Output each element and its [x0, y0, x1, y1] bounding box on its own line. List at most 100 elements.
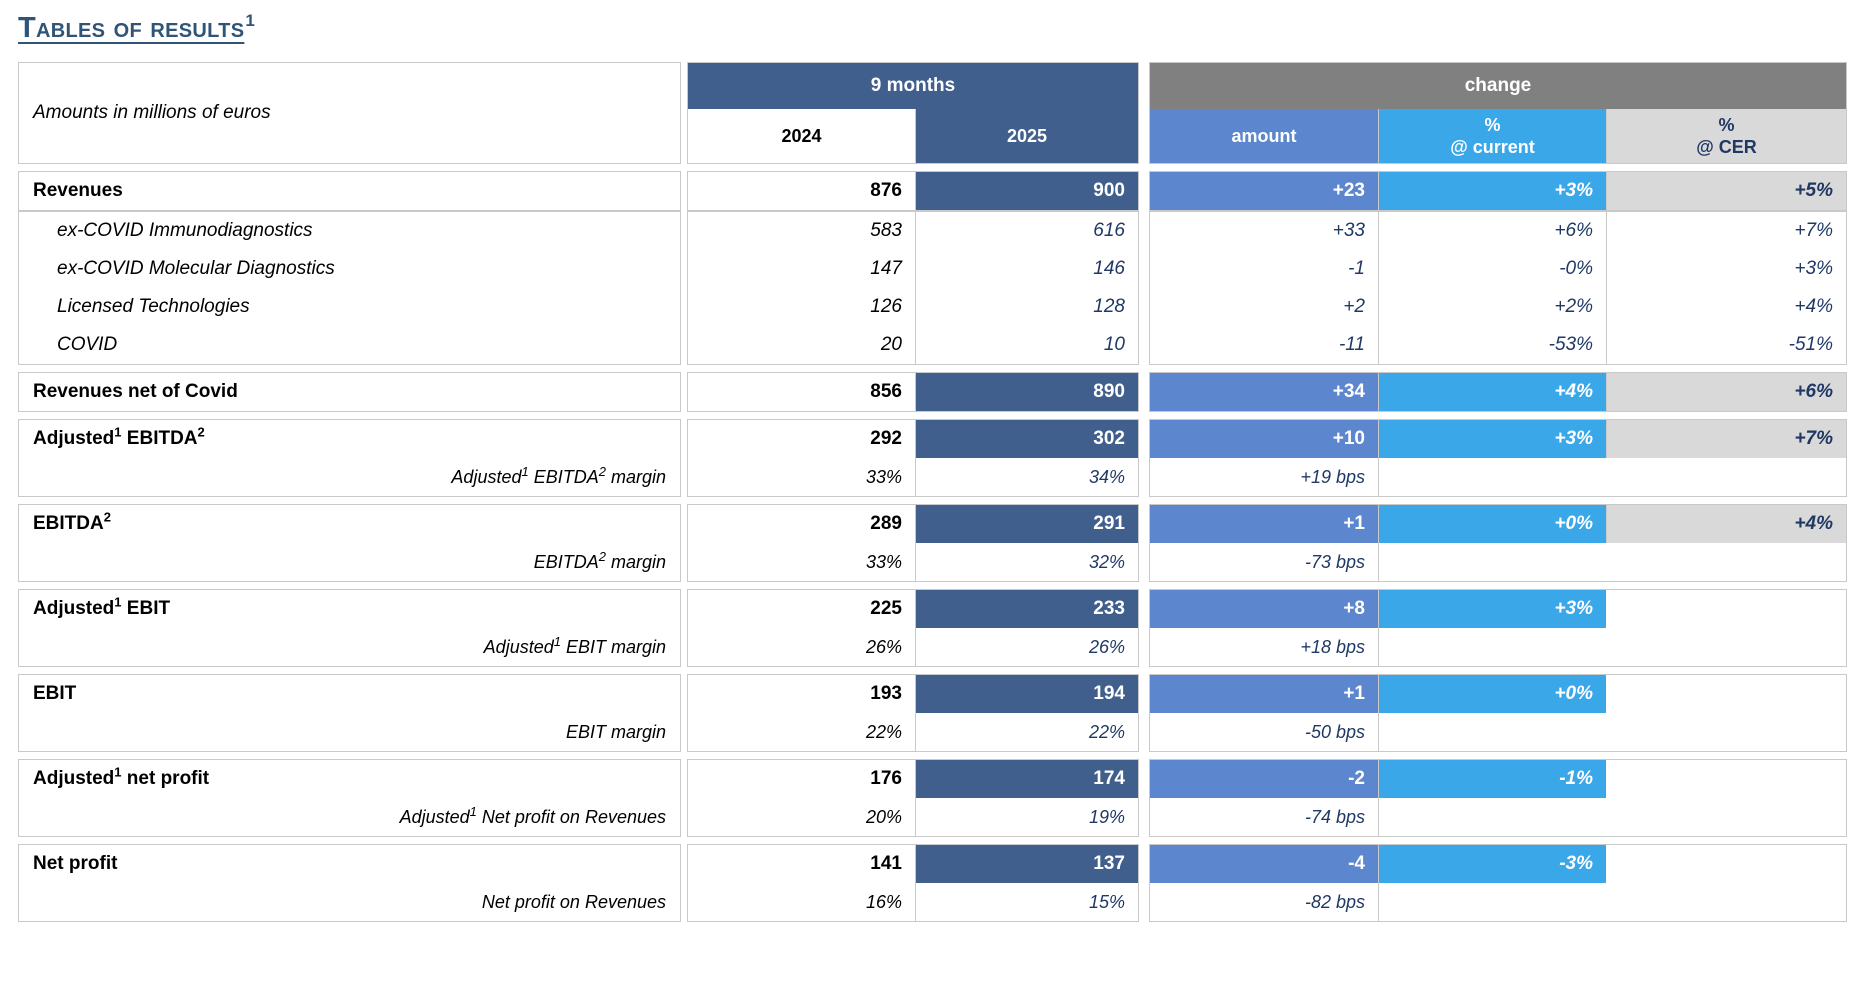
row-label: COVID	[57, 334, 118, 355]
table-row: -11 -53% -51%	[1150, 326, 1846, 364]
cell-amount: +18 bps	[1300, 637, 1365, 657]
cell-pct-cer: +3%	[1606, 250, 1846, 288]
cell-pct-empty	[1378, 713, 1846, 751]
column-gap	[1139, 589, 1149, 667]
cell-2024: 33%	[865, 552, 902, 572]
row-label: Licensed Technologies	[57, 296, 250, 317]
table-row: 876 900	[688, 172, 1138, 210]
row-label-column: Adjusted1 net profit Adjusted1 Net profit…	[18, 759, 681, 837]
cell-2025: 26%	[915, 628, 1138, 666]
cell-2024: 292	[870, 428, 902, 449]
corner-label: Amounts in millions of euros	[33, 102, 271, 123]
row-label-column: Revenues	[18, 171, 681, 211]
cell-2024: 876	[870, 180, 902, 201]
cell-pct-empty	[1378, 628, 1846, 666]
cell-2025: 137	[915, 845, 1138, 883]
document-page: Tables of results1 Amounts in millions o…	[0, 12, 1854, 922]
cell-2025: 233	[915, 590, 1138, 628]
cell-pct-current: +4%	[1378, 373, 1606, 411]
column-gap	[681, 419, 687, 497]
col-header-2024: 2024	[781, 126, 822, 146]
table-block-ebitda: EBITDA2 EBITDA2 margin 289 291 33% 32% +1 +0% +4…	[18, 504, 1849, 582]
cell-pct-current: +3%	[1378, 590, 1606, 628]
cell-2025: 194	[915, 675, 1138, 713]
period-column-headers: 2024 2025	[688, 109, 1138, 163]
row-label-column: EBIT EBIT margin	[18, 674, 681, 752]
col-header-2025: 2025	[915, 109, 1138, 163]
change-values: +34 +4% +6%	[1149, 372, 1847, 412]
period-group-header: 9 months	[688, 63, 1138, 109]
cell-pct-current: -3%	[1378, 845, 1606, 883]
cell-pct-current: +6%	[1378, 212, 1606, 250]
page-title: Tables of results1	[18, 12, 1854, 45]
column-gap	[1139, 419, 1149, 497]
cell-2024: 583	[870, 220, 902, 241]
column-gap	[681, 759, 687, 837]
row-label: EBIT	[33, 683, 77, 704]
cell-2025: 10	[915, 326, 1138, 364]
change-values: -2 -1% -74 bps	[1149, 759, 1847, 837]
row-label: ex-COVID Immunodiagnostics	[57, 220, 313, 241]
cell-2024: 176	[870, 768, 902, 789]
cell-amount: +23	[1150, 172, 1378, 210]
col-header-pct-cer-line1: %	[1718, 115, 1735, 135]
cell-pct-current: -1%	[1378, 760, 1606, 798]
change-column-headers: amount % @ current % @ CER	[1150, 109, 1846, 163]
column-gap	[1139, 62, 1149, 164]
table-row: -1 -0% +3%	[1150, 250, 1846, 288]
table-row: 583 616	[688, 212, 1138, 250]
cell-pct-cer	[1606, 675, 1846, 713]
table-block-revenues-net-of-covid: Revenues net of Covid 856 890 +34 +4% +6%	[18, 372, 1849, 412]
cell-2024: 141	[870, 853, 902, 874]
cell-amount: +10	[1150, 420, 1378, 458]
table-block-adjusted-ebitda: Adjusted1 EBITDA2 Adjusted1 EBITDA2 margi…	[18, 419, 1849, 497]
table-block-adjusted-ebit: Adjusted1 EBIT Adjusted1 EBIT margin 225 23…	[18, 589, 1849, 667]
period-values: 225 233 26% 26%	[687, 589, 1139, 667]
period-values: 289 291 33% 32%	[687, 504, 1139, 582]
cell-2024: 26%	[865, 637, 902, 657]
column-gap	[681, 504, 687, 582]
cell-2024: 147	[870, 258, 902, 279]
column-gap	[681, 589, 687, 667]
cell-amount: +34	[1150, 373, 1378, 411]
cell-pct-cer: +5%	[1606, 172, 1846, 210]
table-row: 141 137	[688, 845, 1138, 883]
cell-2024: 126	[870, 296, 902, 317]
cell-pct-current: +0%	[1378, 675, 1606, 713]
cell-2025: 19%	[915, 798, 1138, 836]
table-row: +1 +0%	[1150, 675, 1846, 713]
page-title-text: Tables of results	[18, 12, 245, 44]
column-gap	[681, 171, 687, 211]
change-values: -4 -3% -82 bps	[1149, 844, 1847, 922]
table-row: 126 128	[688, 288, 1138, 326]
column-gap	[681, 62, 687, 164]
col-header-pct-current-line1: %	[1484, 115, 1501, 135]
row-label: Adjusted1 EBITDA2 margin	[451, 464, 666, 487]
table-row: 147 146	[688, 250, 1138, 288]
cell-2025: 291	[915, 505, 1138, 543]
row-label-column: Net profit Net profit on Revenues	[18, 844, 681, 922]
table-row: 176 174	[688, 760, 1138, 798]
cell-amount: -1	[1348, 258, 1365, 279]
cell-pct-cer: +4%	[1606, 288, 1846, 326]
table-row: +18 bps	[1150, 628, 1846, 666]
cell-amount: -2	[1150, 760, 1378, 798]
cell-pct-current: +2%	[1378, 288, 1606, 326]
table-row: -74 bps	[1150, 798, 1846, 836]
table-row: 20 10	[688, 326, 1138, 364]
cell-pct-cer: +7%	[1606, 420, 1846, 458]
change-values: +1 +0% -50 bps	[1149, 674, 1847, 752]
column-gap	[1139, 674, 1149, 752]
table-row: 33% 32%	[688, 543, 1138, 581]
column-gap	[681, 674, 687, 752]
table-row: 33% 34%	[688, 458, 1138, 496]
row-label: Revenues	[33, 180, 123, 201]
cell-2024: 856	[870, 381, 902, 402]
table-block-net-profit: Net profit Net profit on Revenues 141 137 16…	[18, 844, 1849, 922]
cell-amount: -50 bps	[1304, 722, 1365, 742]
table-row: +1 +0% +4%	[1150, 505, 1846, 543]
cell-2025: 900	[915, 172, 1138, 210]
period-header-group: 9 months 2024 2025	[687, 62, 1139, 164]
period-values: 193 194 22% 22%	[687, 674, 1139, 752]
table-row: 22% 22%	[688, 713, 1138, 751]
